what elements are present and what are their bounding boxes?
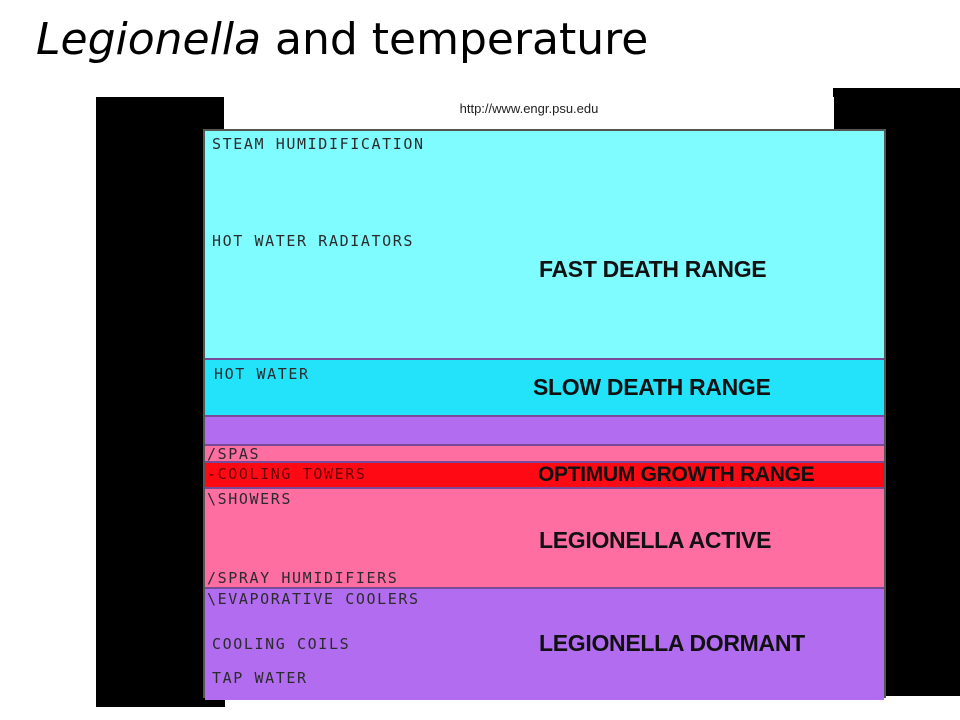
slide-title-rest: and temperature	[261, 14, 649, 65]
range-legionella-active: LEGIONELLA ACTIVE	[539, 527, 772, 553]
band-optimum-growth: -COOLING TOWERS OPTIMUM GROWTH RANGE	[205, 461, 884, 487]
label-spray-humidifiers-text: SPRAY HUMIDIFIERS	[217, 569, 399, 587]
label-steam-humidification: STEAM HUMIDIFICATION	[212, 135, 425, 153]
range-slow-death: SLOW DEATH RANGE	[533, 374, 771, 400]
label-hot-water: HOT WATER	[214, 365, 310, 383]
range-fast-death: FAST DEATH RANGE	[539, 256, 767, 282]
band-spas: /SPAS	[205, 444, 884, 463]
temperature-range-diagram: STEAM HUMIDIFICATION HOT WATER RADIATORS…	[203, 129, 886, 700]
label-spray-humidifiers: /SPRAY HUMIDIFIERS	[207, 569, 399, 587]
band-purple-gap	[205, 415, 884, 444]
band-legionella-dormant: \EVAPORATIVE COOLERS COOLING COILS LEGIO…	[205, 587, 884, 700]
label-spas-text: SPAS	[217, 445, 261, 463]
label-showers-text: SHOWERS	[217, 490, 293, 508]
label-cooling-towers: -COOLING TOWERS	[207, 465, 367, 483]
label-cooling-towers-text: COOLING TOWERS	[217, 465, 367, 483]
band-legionella-active: \SHOWERS LEGIONELLA ACTIVE /SPRAY HUMIDI…	[205, 487, 884, 587]
slide-title: Legionella and temperature	[36, 14, 648, 67]
label-evaporative-coolers: \EVAPORATIVE COOLERS	[207, 590, 420, 608]
label-showers: \SHOWERS	[207, 490, 293, 508]
label-spas: /SPAS	[207, 445, 261, 463]
band-fast-death: STEAM HUMIDIFICATION HOT WATER RADIATORS…	[205, 131, 884, 358]
range-legionella-dormant: LEGIONELLA DORMANT	[539, 630, 805, 656]
source-url: http://www.engr.psu.edu	[459, 101, 599, 116]
label-tap-water: TAP WATER	[212, 669, 308, 687]
source-strip	[224, 97, 834, 129]
label-hot-water-radiators: HOT WATER RADIATORS	[212, 232, 414, 250]
label-cooling-coils: COOLING COILS	[212, 635, 351, 653]
range-optimum-growth: OPTIMUM GROWTH RANGE	[538, 463, 815, 486]
band-slow-death: HOT WATER SLOW DEATH RANGE	[205, 358, 884, 415]
slide-title-italic: Legionella	[36, 14, 262, 65]
label-evaporative-coolers-text: EVAPORATIVE COOLERS	[217, 590, 420, 608]
